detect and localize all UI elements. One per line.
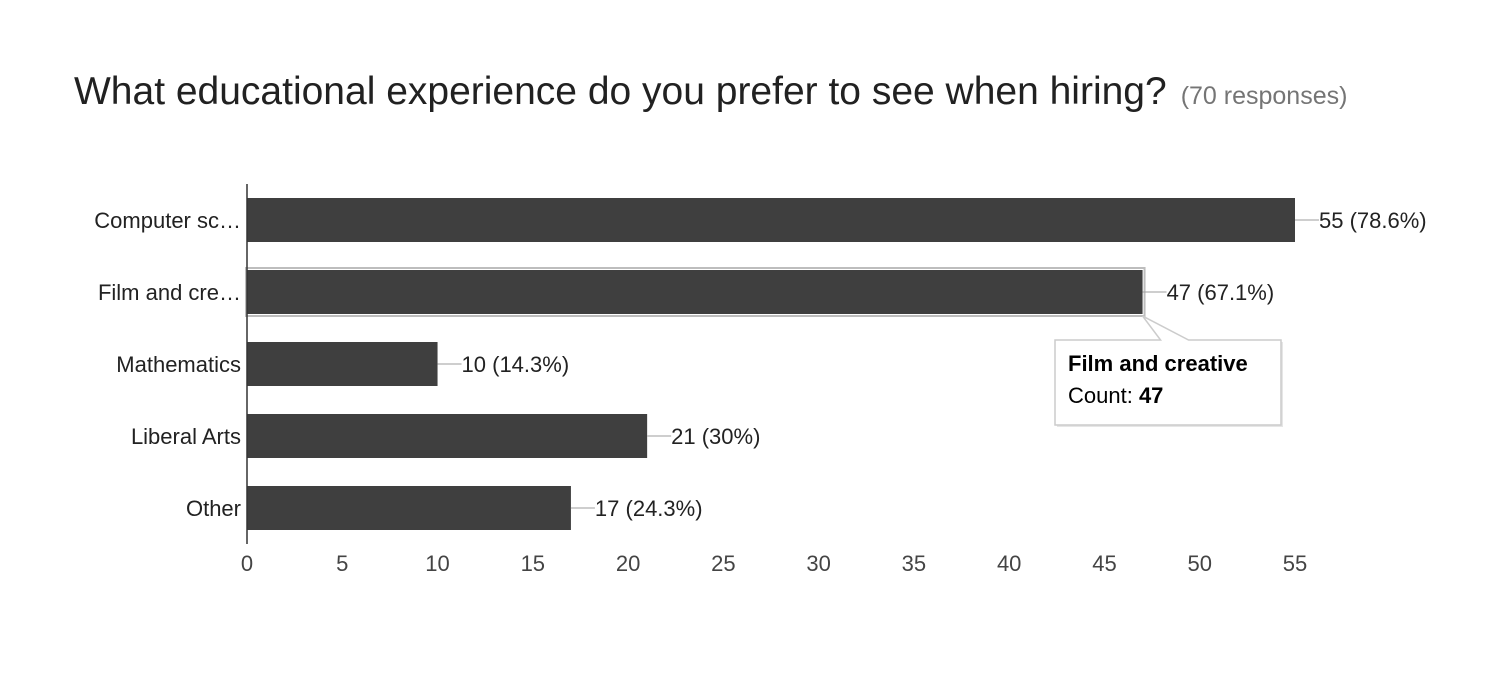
bar[interactable] <box>247 486 571 530</box>
tooltip-box <box>1054 315 1282 426</box>
tooltip-count-label: Count: <box>1068 383 1139 408</box>
value-label: 47 (67.1%) <box>1167 280 1275 305</box>
chart-header: What educational experience do you prefe… <box>74 70 1347 114</box>
x-tick-label: 45 <box>1092 551 1116 576</box>
category-label: Mathematics <box>116 352 241 377</box>
tooltip-count: Count: 47 <box>1068 383 1163 408</box>
category-label: Other <box>186 496 241 521</box>
x-tick-label: 35 <box>902 551 926 576</box>
x-tick-label: 10 <box>425 551 449 576</box>
x-tick-label: 20 <box>616 551 640 576</box>
category-label: Computer sc… <box>94 208 241 233</box>
value-label: 21 (30%) <box>671 424 760 449</box>
tooltip-count-value: 47 <box>1139 383 1163 408</box>
bar[interactable] <box>247 342 438 386</box>
response-count: (70 responses) <box>1180 82 1348 110</box>
bar[interactable] <box>247 414 648 458</box>
x-tick-label: 50 <box>1187 551 1211 576</box>
bar[interactable] <box>247 270 1143 314</box>
category-label: Film and cre… <box>98 280 241 305</box>
bar[interactable] <box>247 198 1295 242</box>
x-tick-label: 25 <box>711 551 735 576</box>
x-tick-label: 15 <box>521 551 545 576</box>
value-label: 10 (14.3%) <box>462 352 570 377</box>
x-tick-label: 55 <box>1283 551 1307 576</box>
x-tick-label: 40 <box>997 551 1021 576</box>
x-tick-label: 5 <box>336 551 348 576</box>
x-tick-label: 0 <box>241 551 253 576</box>
chart-title: What educational experience do you prefe… <box>74 70 1167 113</box>
value-label: 55 (78.6%) <box>1319 208 1427 233</box>
category-label: Liberal Arts <box>131 424 241 449</box>
x-tick-label: 30 <box>806 551 830 576</box>
value-label: 17 (24.3%) <box>595 496 703 521</box>
tooltip-title: Film and creative <box>1068 351 1248 376</box>
